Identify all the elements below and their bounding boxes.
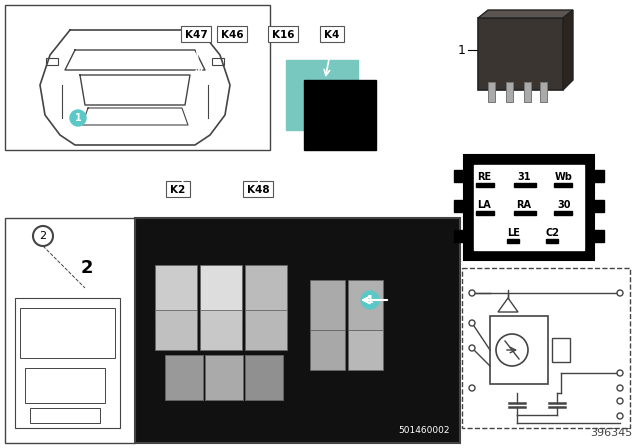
- Bar: [310, 280, 345, 330]
- Bar: [5, 5, 270, 150]
- Circle shape: [469, 345, 475, 351]
- Bar: [554, 183, 572, 187]
- Text: RE: RE: [477, 172, 491, 182]
- Bar: [15, 298, 120, 428]
- Bar: [546, 239, 558, 243]
- Bar: [200, 265, 242, 320]
- Bar: [20, 308, 115, 358]
- Text: 396345: 396345: [589, 428, 632, 438]
- Circle shape: [33, 226, 53, 246]
- Text: 1: 1: [75, 113, 81, 123]
- Text: RA: RA: [516, 200, 531, 210]
- Circle shape: [617, 398, 623, 404]
- Bar: [245, 355, 283, 400]
- Text: 1: 1: [367, 295, 373, 305]
- Circle shape: [469, 385, 475, 391]
- Circle shape: [617, 385, 623, 391]
- Text: LE: LE: [508, 228, 520, 238]
- Text: K16: K16: [272, 30, 294, 40]
- Bar: [217, 26, 247, 42]
- Circle shape: [469, 290, 475, 296]
- Bar: [454, 170, 466, 182]
- Text: 2: 2: [40, 231, 47, 241]
- Text: 2: 2: [81, 259, 93, 277]
- Bar: [245, 265, 287, 320]
- Bar: [268, 26, 298, 42]
- Bar: [200, 310, 242, 350]
- Bar: [476, 183, 494, 187]
- Bar: [476, 211, 494, 215]
- Text: C2: C2: [545, 228, 559, 238]
- Bar: [552, 338, 570, 362]
- Bar: [243, 181, 273, 197]
- Bar: [165, 355, 203, 400]
- Circle shape: [617, 413, 623, 419]
- Bar: [478, 18, 563, 90]
- Bar: [30, 408, 100, 423]
- Bar: [524, 82, 531, 102]
- Bar: [155, 265, 197, 320]
- Circle shape: [617, 290, 623, 296]
- Polygon shape: [563, 10, 573, 90]
- Bar: [166, 181, 190, 197]
- Bar: [514, 183, 536, 187]
- Bar: [592, 170, 604, 182]
- Bar: [212, 58, 224, 65]
- Polygon shape: [498, 298, 518, 312]
- Bar: [348, 280, 383, 330]
- Text: K2: K2: [170, 185, 186, 195]
- Text: 1: 1: [458, 43, 466, 56]
- Bar: [592, 230, 604, 242]
- Text: K48: K48: [246, 185, 269, 195]
- Circle shape: [361, 291, 379, 309]
- Bar: [46, 58, 58, 65]
- Bar: [286, 60, 358, 130]
- Circle shape: [70, 110, 86, 126]
- Circle shape: [496, 334, 528, 366]
- Circle shape: [469, 320, 475, 326]
- Bar: [245, 310, 287, 350]
- Circle shape: [617, 370, 623, 376]
- Bar: [540, 82, 547, 102]
- Bar: [454, 230, 466, 242]
- Bar: [155, 310, 197, 350]
- Text: K47: K47: [184, 30, 207, 40]
- Text: 30: 30: [557, 200, 571, 210]
- Text: K4: K4: [324, 30, 340, 40]
- Bar: [25, 368, 105, 403]
- Bar: [506, 82, 513, 102]
- Polygon shape: [478, 10, 573, 18]
- Bar: [514, 211, 536, 215]
- Bar: [592, 200, 604, 212]
- Bar: [462, 268, 630, 428]
- Bar: [490, 316, 548, 384]
- Bar: [304, 80, 376, 150]
- Text: 31: 31: [517, 172, 531, 182]
- Text: 501460002: 501460002: [399, 426, 450, 435]
- Bar: [507, 239, 519, 243]
- Bar: [310, 330, 345, 370]
- Text: Wb: Wb: [555, 172, 573, 182]
- Bar: [488, 82, 495, 102]
- Bar: [320, 26, 344, 42]
- Bar: [474, 165, 584, 250]
- Bar: [5, 218, 135, 443]
- Bar: [205, 355, 243, 400]
- Bar: [554, 211, 572, 215]
- Bar: [454, 200, 466, 212]
- Bar: [181, 26, 211, 42]
- Text: K46: K46: [221, 30, 243, 40]
- Bar: [348, 330, 383, 370]
- Text: LA: LA: [477, 200, 491, 210]
- Bar: [462, 268, 630, 428]
- Bar: [135, 218, 460, 443]
- Bar: [464, 155, 594, 260]
